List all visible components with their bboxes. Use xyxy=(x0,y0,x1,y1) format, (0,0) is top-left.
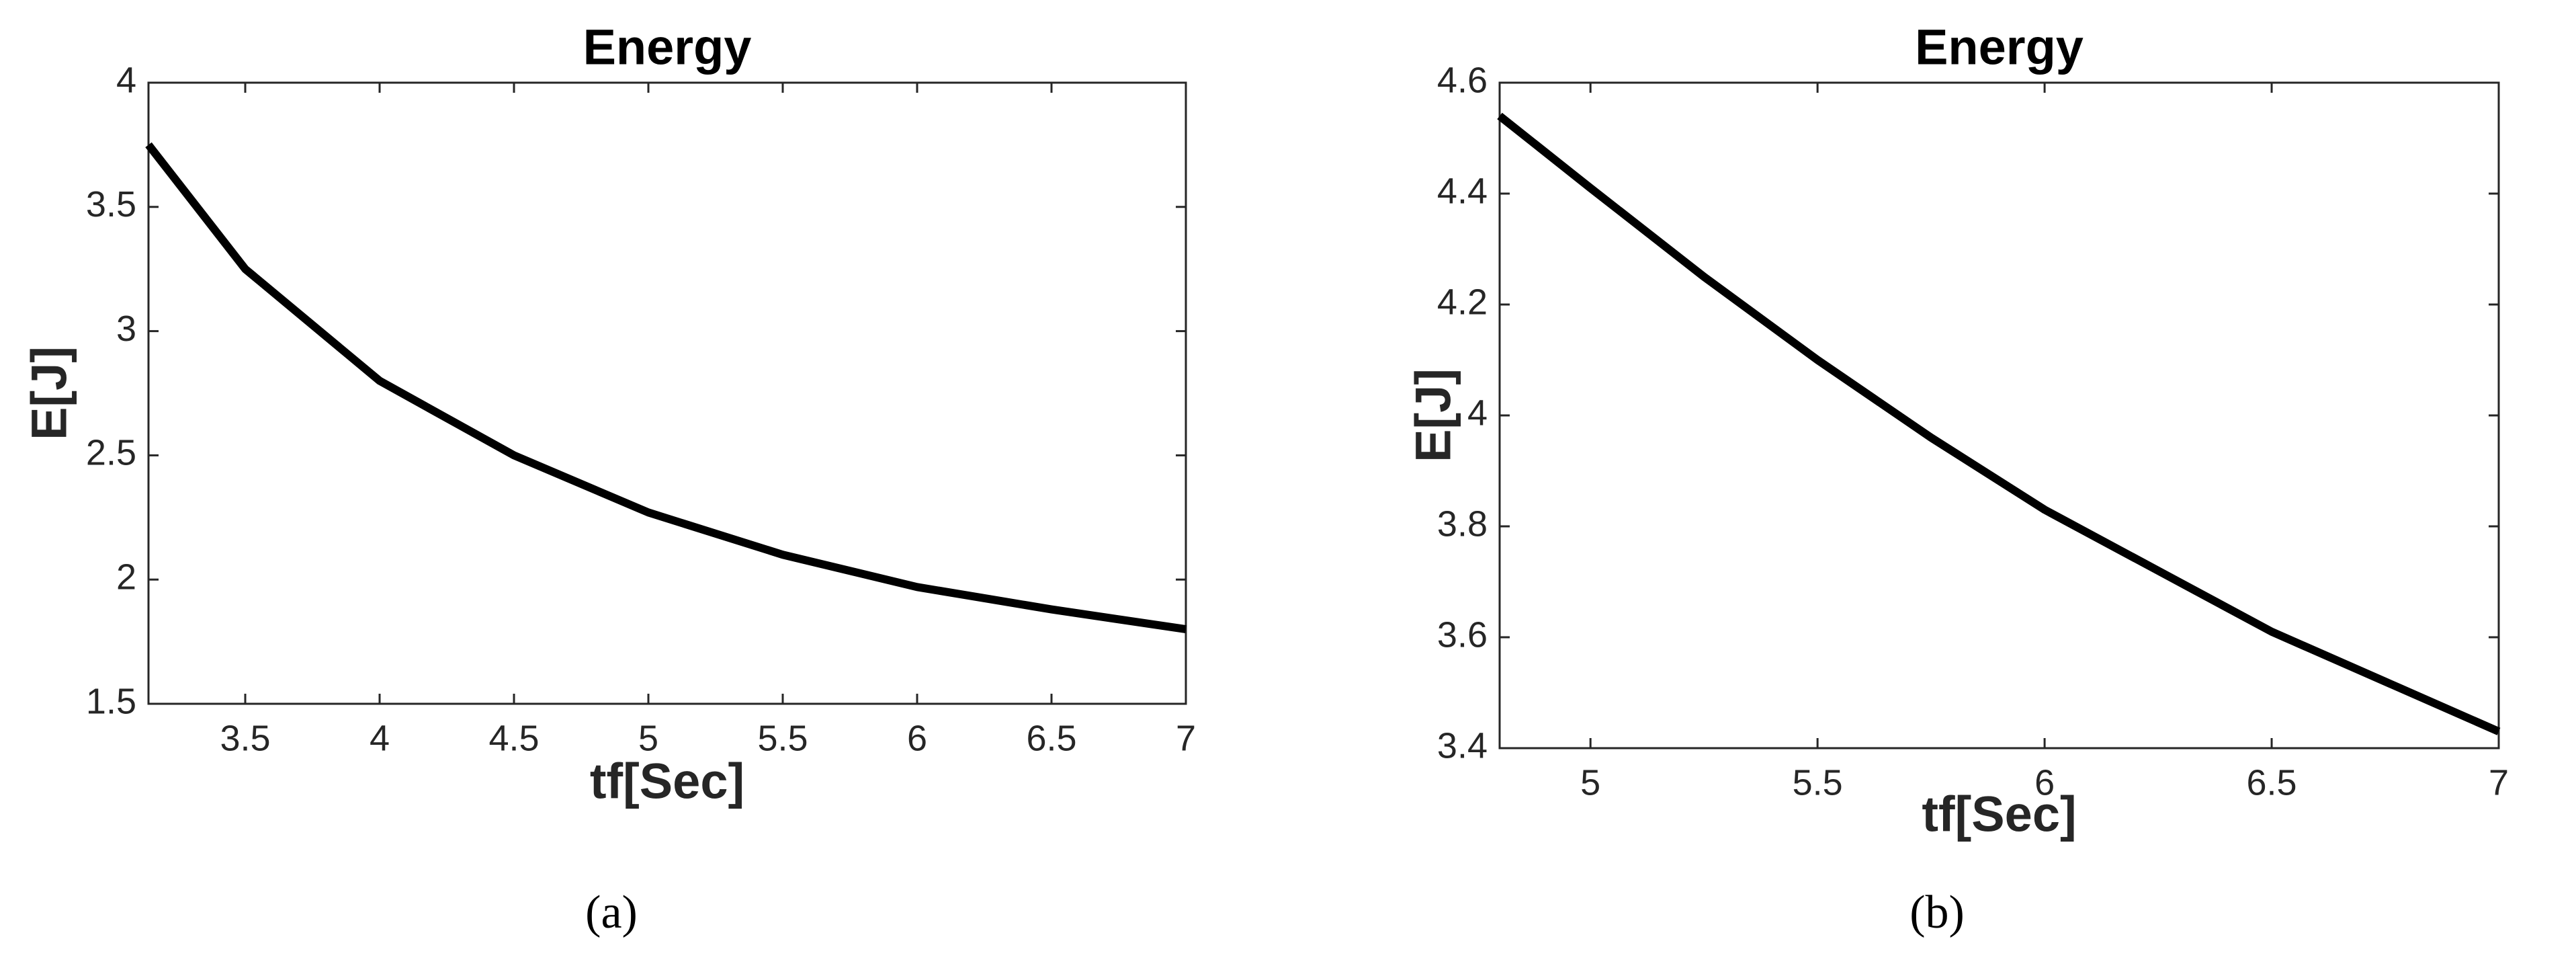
y-axis-label: E[J] xyxy=(22,346,77,440)
y-tick-label: 2 xyxy=(116,557,136,597)
x-tick-label: 6.5 xyxy=(1026,718,1076,758)
y-tick-label: 4 xyxy=(116,60,136,100)
chart-title: Energy xyxy=(583,19,752,75)
y-tick-label: 3.6 xyxy=(1437,614,1488,655)
plot-area xyxy=(147,81,1187,705)
x-tick-label: 4 xyxy=(370,718,390,758)
x-tick-label: 6.5 xyxy=(2247,762,2297,803)
y-tick-label: 2.5 xyxy=(86,433,136,473)
x-tick-label: 5.5 xyxy=(757,718,808,758)
x-axis-label: tf[Sec] xyxy=(590,754,744,809)
y-axis-label: E[J] xyxy=(1406,368,1461,462)
y-tick-label: 3.8 xyxy=(1437,503,1488,544)
y-tick-label: 3 xyxy=(116,309,136,349)
plot-area xyxy=(1498,81,2500,750)
x-tick-label: 5.5 xyxy=(1793,762,1843,803)
x-tick-label: 5 xyxy=(1580,762,1600,803)
y-tick-label: 1.5 xyxy=(86,681,136,721)
data-line xyxy=(1497,112,2501,735)
x-tick-label: 4.5 xyxy=(488,718,539,758)
x-tick-label: 6 xyxy=(907,718,927,758)
y-tick-label: 3.4 xyxy=(1437,725,1488,766)
y-tick-label: 4.2 xyxy=(1437,282,1488,322)
caption: (b) xyxy=(1909,887,1965,938)
y-tick-label: 4 xyxy=(1467,393,1488,433)
x-tick-label: 7 xyxy=(1176,718,1196,758)
y-tick-label: 3.5 xyxy=(86,184,136,225)
x-tick-label: 3.5 xyxy=(220,718,270,758)
data-line xyxy=(145,142,1187,634)
caption: (a) xyxy=(585,887,638,938)
y-tick-label: 4.6 xyxy=(1437,60,1488,100)
x-tick-label: 5 xyxy=(638,718,658,758)
x-axis-label: tf[Sec] xyxy=(1922,786,2076,842)
chart-title: Energy xyxy=(1915,19,2084,75)
x-tick-label: 6 xyxy=(2034,762,2055,803)
x-tick-label: 7 xyxy=(2489,762,2509,803)
y-tick-label: 4.4 xyxy=(1437,171,1488,211)
